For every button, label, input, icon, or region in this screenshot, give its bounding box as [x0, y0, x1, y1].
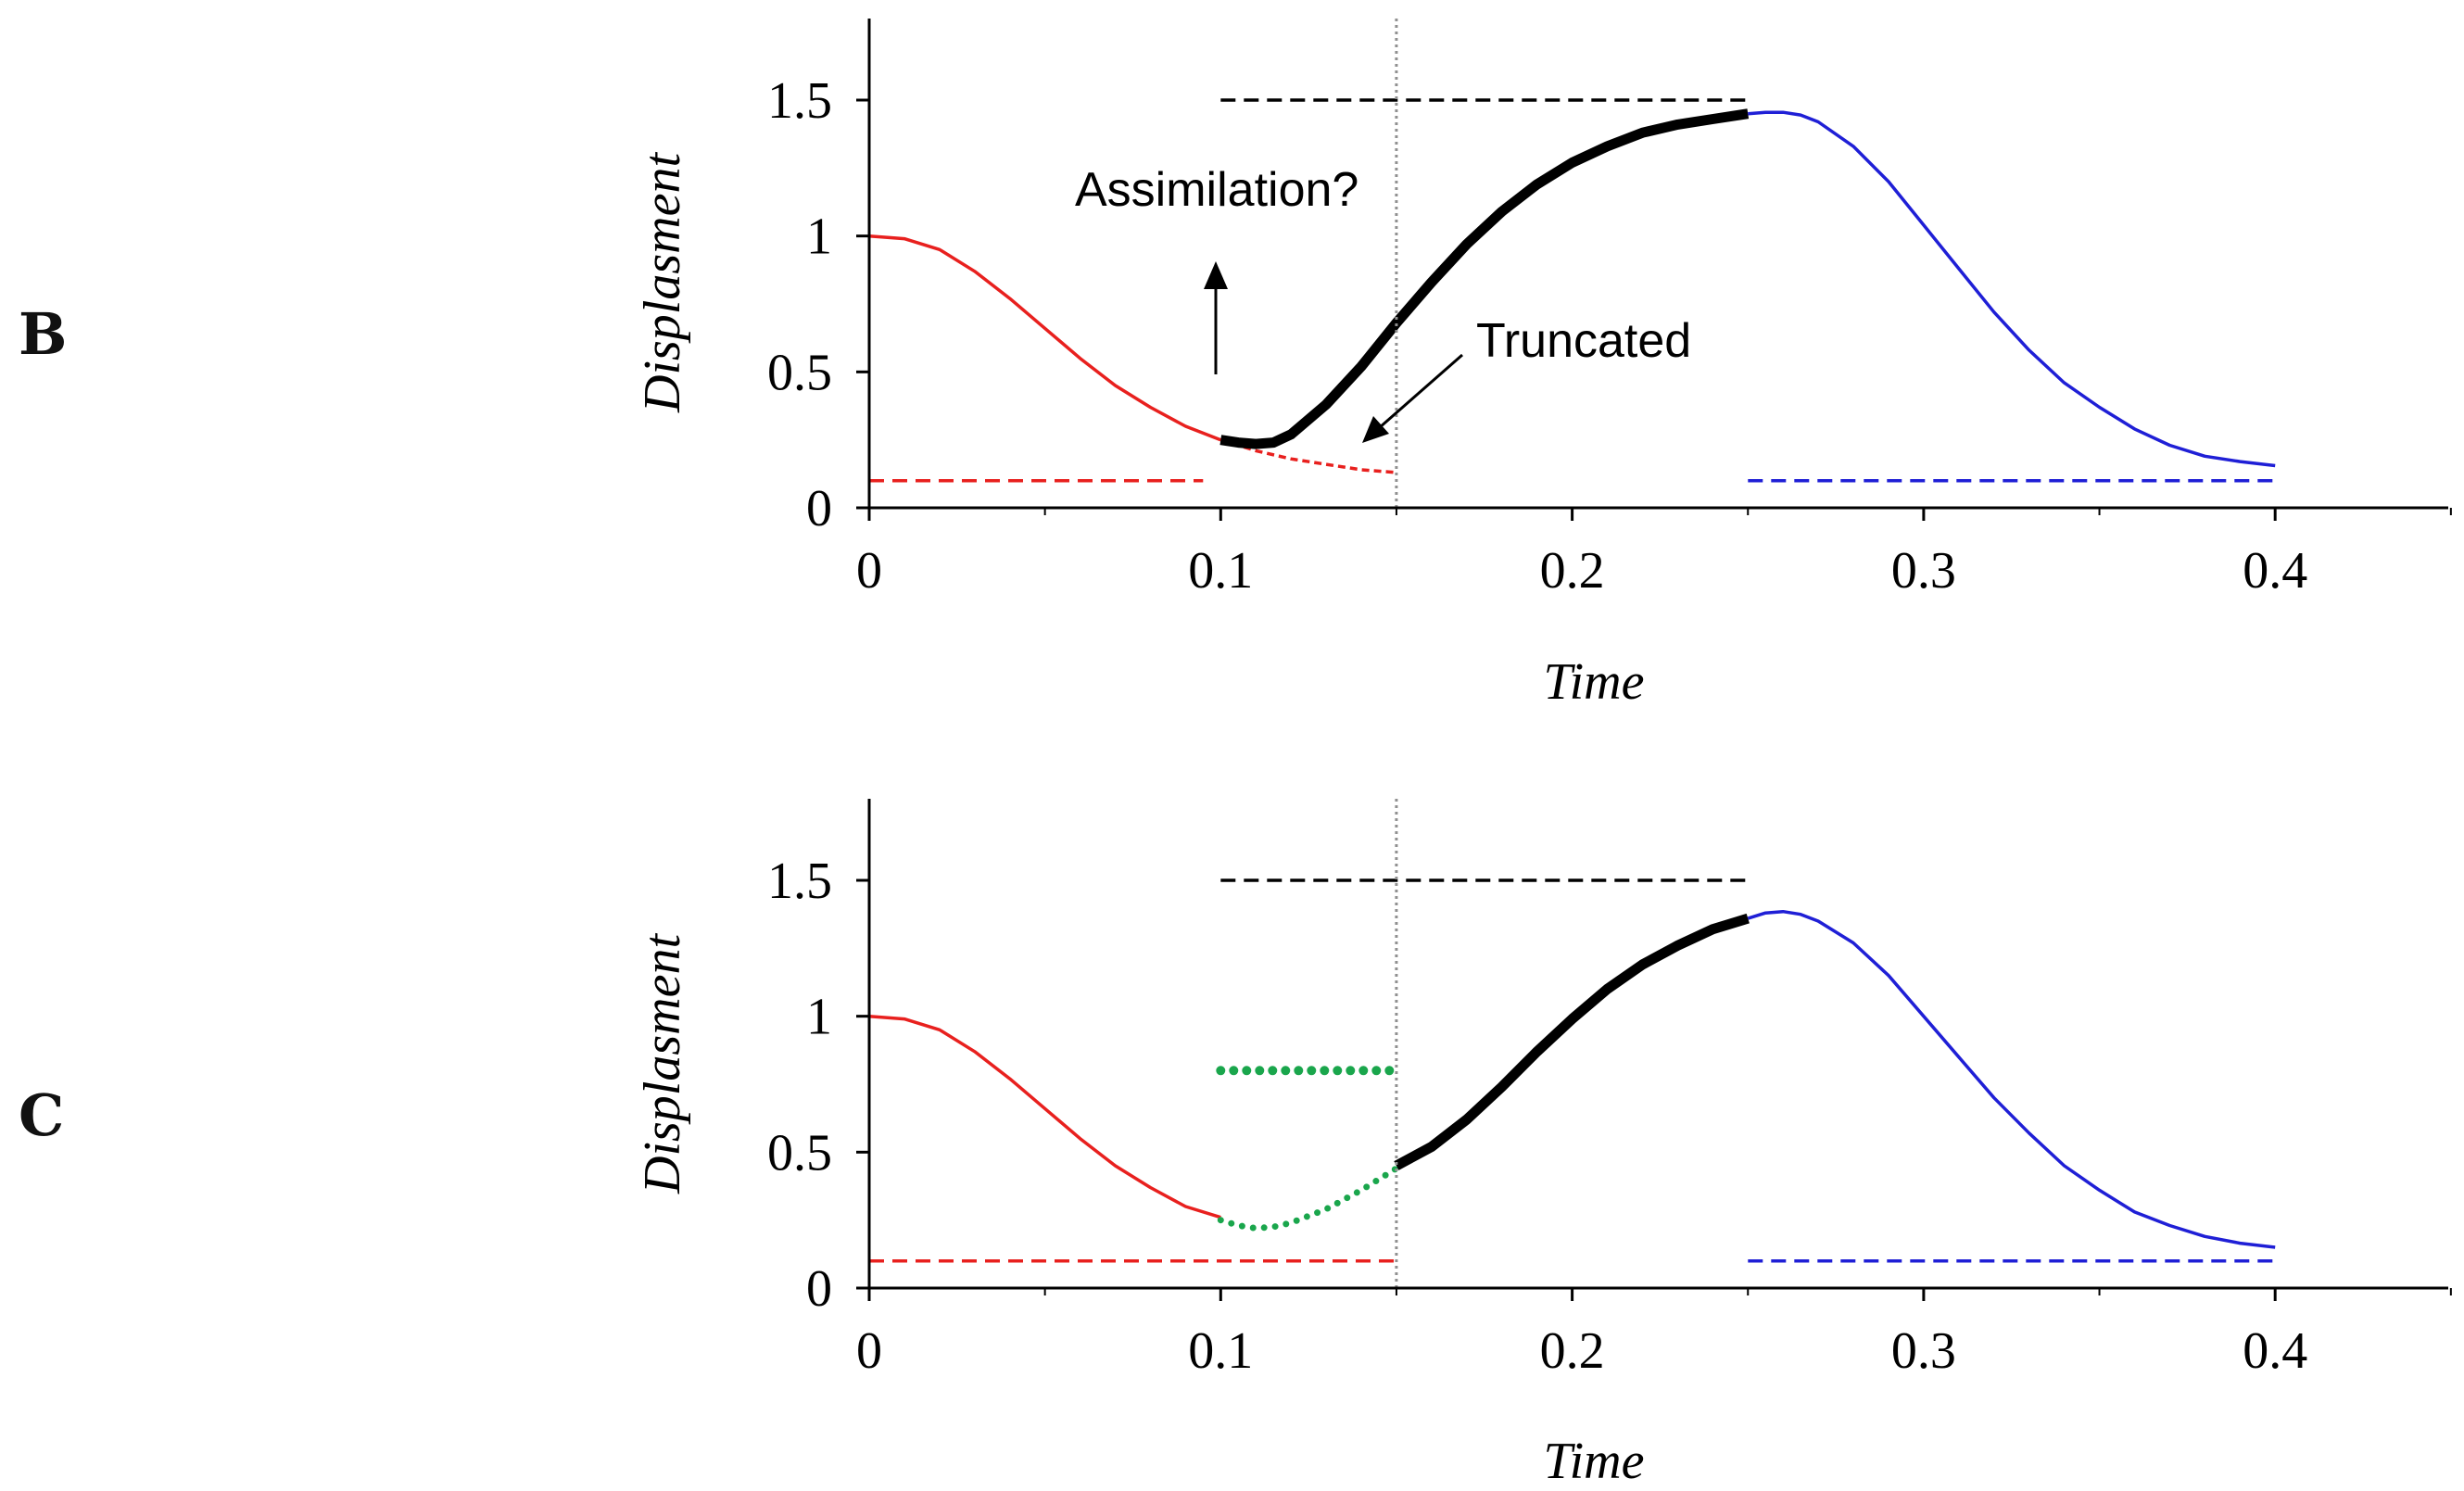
arrow-up-head: [1204, 261, 1228, 289]
panel-b-x-tick-label: 0.2: [1540, 542, 1605, 600]
panel-b-x-tick-label: 0.3: [1891, 542, 1956, 600]
panel-b-y-tick-label: 1.5: [767, 72, 832, 130]
panel-b-series-2: [1219, 108, 1750, 449]
panel-b-y-tick-label: 1: [806, 208, 832, 266]
panel-b: B 0 0.1 0.2 0.3 0.4 0 0.5 1 1.5 Time Displasment…: [19, 19, 2452, 711]
panel-c-x-axis-label: Time: [1544, 1433, 1645, 1490]
panel-c-y-tick-label: 0: [806, 1260, 832, 1318]
panel-c-y-tick-label: 1.5: [767, 853, 832, 910]
panel-b-x-tick-label: 0: [856, 542, 882, 600]
panel-c-x-tick-label: 0.3: [1891, 1322, 1956, 1380]
panel-b-y-tick-label: 0.5: [767, 344, 832, 401]
panel-c-series-1: [1217, 1165, 1400, 1232]
panel-c-series-3: [1747, 909, 2276, 1249]
panel-c-axes: 0 0.1 0.2 0.3 0.4 0 0.5 1 1.5: [767, 799, 2452, 1380]
panel-b-y-axis-label: Displasment: [634, 152, 691, 413]
panel-b-x-tick-label: 0.1: [1188, 542, 1253, 600]
panel-letter-c: C: [19, 1081, 64, 1149]
panel-c-marks: [868, 799, 2276, 1288]
panel-c-series-2: [1394, 913, 1750, 1170]
panel-c-y-tick-label: 0.5: [767, 1124, 832, 1181]
annotation-assimilation: Assimilation?: [1075, 163, 1358, 217]
panel-b-series-1: [1219, 438, 1397, 474]
panel-letter-b: B: [19, 300, 67, 368]
panel-c-x-tick-label: 0: [856, 1322, 882, 1380]
panel-b-y-tick-label: 0: [806, 480, 832, 537]
panel-b-series-0: [868, 234, 1221, 442]
panel-c: C 0 0.1 0.2 0.3 0.4 0 0.5 1 1.5 Time Displasment: [19, 799, 2452, 1490]
panel-c-series-0: [868, 1014, 1221, 1219]
annotation-truncated: Truncated: [1476, 314, 1691, 368]
arrow-truncated-shaft: [1378, 353, 1463, 430]
panel-c-x-tick-label: 0.4: [2243, 1322, 2307, 1380]
panel-b-axes: 0 0.1 0.2 0.3 0.4 0 0.5 1 1.5: [767, 19, 2452, 600]
arrow-truncated-head: [1362, 416, 1389, 443]
panel-b-x-axis-label: Time: [1544, 653, 1645, 711]
panel-b-series-3: [1748, 110, 2276, 468]
panel-c-y-axis-label: Displasment: [634, 933, 691, 1194]
panel-b-marks: [868, 19, 2276, 508]
panel-c-x-tick-label: 0.1: [1188, 1322, 1253, 1380]
panel-b-annotations: Assimilation? Truncated: [1075, 163, 1691, 443]
panel-b-x-tick-label: 0.4: [2243, 542, 2307, 600]
panel-c-y-tick-label: 1: [806, 989, 832, 1046]
panel-c-x-tick-label: 0.2: [1540, 1322, 1605, 1380]
